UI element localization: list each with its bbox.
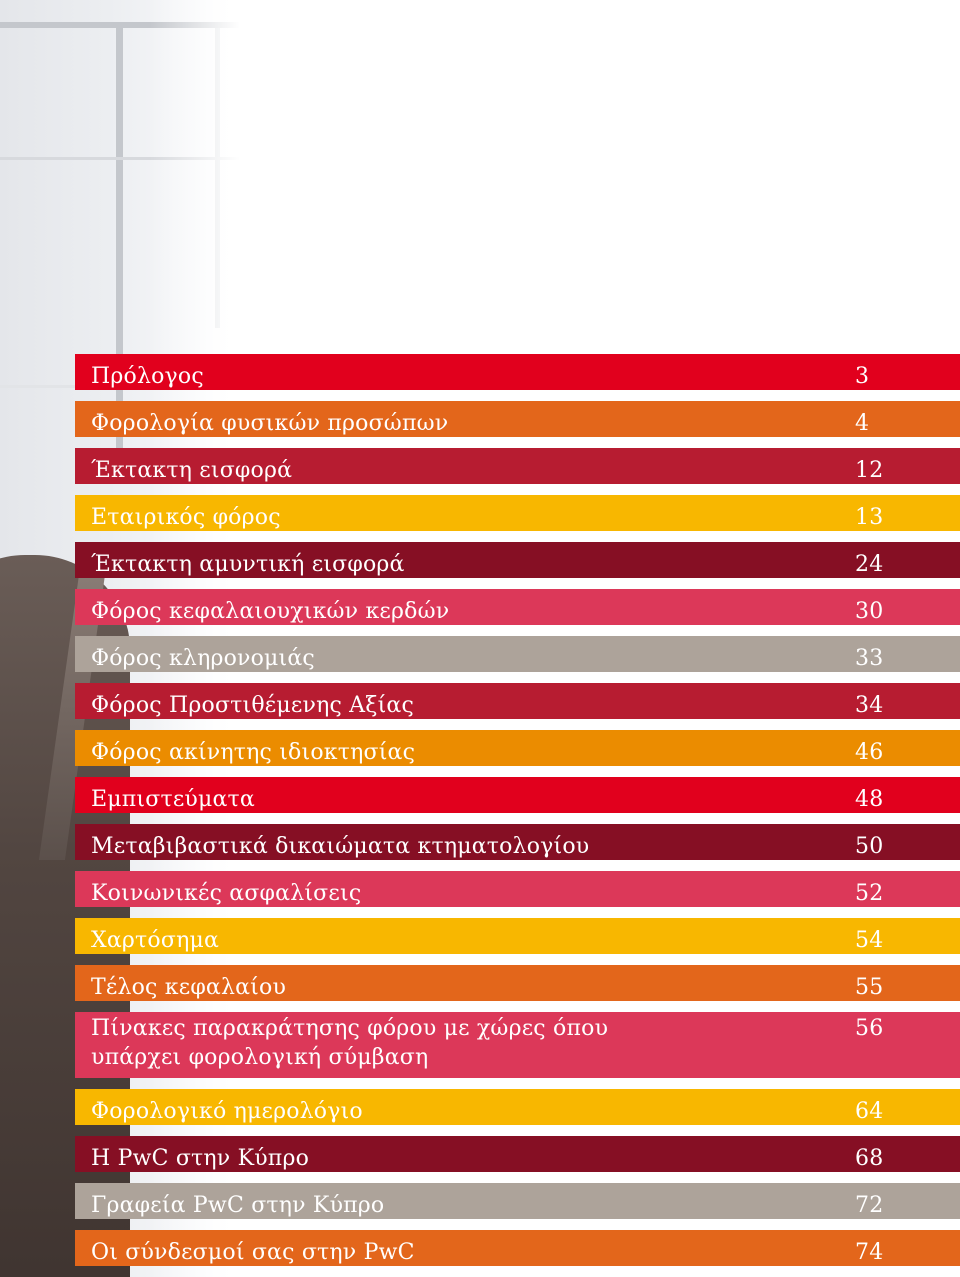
window-frame-vertical <box>116 28 123 448</box>
toc-entry[interactable]: Φόρος Προστιθέμενης Αξίας 34 <box>75 683 960 719</box>
toc-entry-page: 74 <box>855 1240 884 1265</box>
toc-entry[interactable]: Οι σύνδεσμοί σας στην PwC 74 <box>75 1230 960 1266</box>
toc-entry-title: Φόρος ακίνητης ιδιοκτησίας <box>91 740 416 765</box>
toc-entry-page: 56 <box>855 1016 884 1041</box>
toc-entry[interactable]: Εταιρικός φόρος 13 <box>75 495 960 531</box>
toc-entry-page: 24 <box>855 552 884 577</box>
toc-entry-page: 33 <box>855 646 884 671</box>
toc-entry[interactable]: Τέλος κεφαλαίου 55 <box>75 965 960 1001</box>
toc-entry-page: 54 <box>855 928 884 953</box>
toc-entry[interactable]: Κοινωνικές ασφαλίσεις 52 <box>75 871 960 907</box>
toc-entry[interactable]: Εμπιστεύματα 48 <box>75 777 960 813</box>
toc-entry-page: 12 <box>855 458 884 483</box>
toc-entry[interactable]: Πρόλογος 3 <box>75 354 960 390</box>
toc-entry-title: Φορολογία φυσικών προσώπων <box>91 411 449 436</box>
toc-entry-page: 30 <box>855 599 884 624</box>
toc-entry-page: 46 <box>855 740 884 765</box>
toc-entry-title: Φόρος κληρονομιάς <box>91 646 315 671</box>
toc-entry-title: Οι σύνδεσμοί σας στην PwC <box>91 1240 415 1265</box>
toc-entry[interactable]: Φορολογία φυσικών προσώπων 4 <box>75 401 960 437</box>
toc-entry[interactable]: Φόρος ακίνητης ιδιοκτησίας 46 <box>75 730 960 766</box>
toc-entry-page: 13 <box>855 505 884 530</box>
toc-entry-title: Γραφεία PwC στην Κύπρο <box>91 1193 385 1218</box>
toc-entry-title: Έκτακτη αμυντική εισφορά <box>91 552 405 577</box>
toc-entry-page: 34 <box>855 693 884 718</box>
toc-entry-title: Η PwC στην Κύπρο <box>91 1146 310 1171</box>
toc-entry-title: Φόρος Προστιθέμενης Αξίας <box>91 693 414 718</box>
toc-entry-title: Πίνακες παρακράτησης φόρου με χώρες όπου… <box>91 1016 609 1070</box>
toc-entry-title: Χαρτόσημα <box>91 928 220 953</box>
toc-entry[interactable]: Φόρος κεφαλαιουχικών κερδών 30 <box>75 589 960 625</box>
toc-entry-page: 3 <box>855 364 870 389</box>
toc-entry-page: 48 <box>855 787 884 812</box>
toc-entry-page: 4 <box>855 411 870 436</box>
toc-entry-title: Φόρος κεφαλαιουχικών κερδών <box>91 599 450 624</box>
toc-entry-page: 68 <box>855 1146 884 1171</box>
toc-entry[interactable]: Χαρτόσημα 54 <box>75 918 960 954</box>
toc-entry[interactable]: Μεταβιβαστικά δικαιώματα κτηματολογίου 50 <box>75 824 960 860</box>
toc-entry-title: Εταιρικός φόρος <box>91 505 281 530</box>
toc-entry-title: Μεταβιβαστικά δικαιώματα κτηματολογίου <box>91 834 590 859</box>
window-frame-top <box>0 22 240 28</box>
toc-entry-title: Κοινωνικές ασφαλίσεις <box>91 881 362 906</box>
toc-entry-title: Εμπιστεύματα <box>91 787 255 812</box>
toc-entry[interactable]: Η PwC στην Κύπρο 68 <box>75 1136 960 1172</box>
toc-entry-title: Φορολογικό ημερολόγιο <box>91 1099 363 1124</box>
toc-entry-title: Πρόλογος <box>91 364 204 389</box>
toc-entry[interactable]: Έκτακτη αμυντική εισφορά 24 <box>75 542 960 578</box>
toc-entry-title: Έκτακτη εισφορά <box>91 458 293 483</box>
toc-entry[interactable]: Φορολογικό ημερολόγιο 64 <box>75 1089 960 1125</box>
toc-entry-page: 52 <box>855 881 884 906</box>
toc-entry-page: 72 <box>855 1193 884 1218</box>
window-sill-line <box>0 157 240 160</box>
toc-entry-page: 64 <box>855 1099 884 1124</box>
toc-entry[interactable]: Έκτακτη εισφορά 12 <box>75 448 960 484</box>
toc-entry-title: Τέλος κεφαλαίου <box>91 975 287 1000</box>
toc-entry-page: 55 <box>855 975 884 1000</box>
toc-entry[interactable]: Φόρος κληρονομιάς 33 <box>75 636 960 672</box>
toc-entry[interactable]: Γραφεία PwC στην Κύπρο 72 <box>75 1183 960 1219</box>
toc-entry[interactable]: Πίνακες παρακράτησης φόρου με χώρες όπου… <box>75 1012 960 1078</box>
toc-entry-page: 50 <box>855 834 884 859</box>
